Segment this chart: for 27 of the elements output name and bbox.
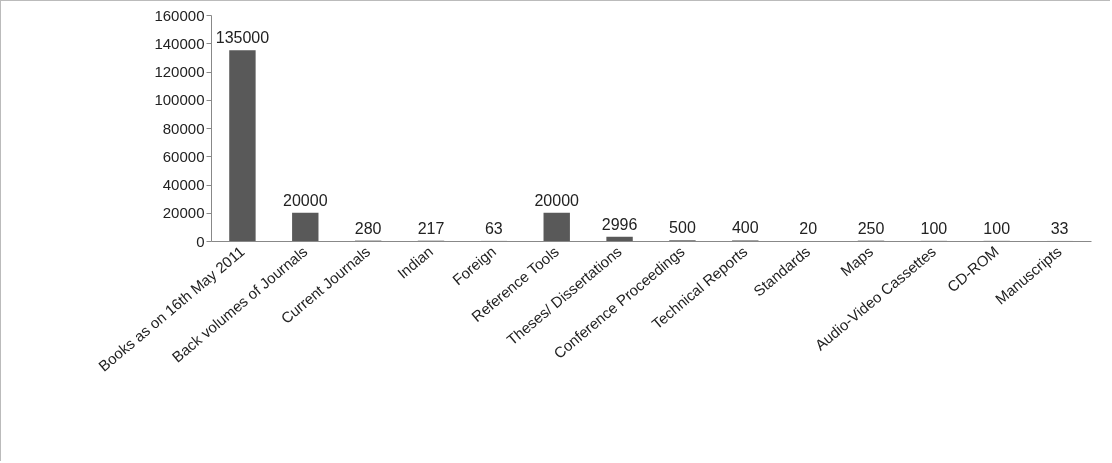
data-label: 217 (417, 219, 445, 237)
bar (229, 50, 256, 241)
bar (292, 212, 319, 241)
y-tick-label: 120000 (154, 63, 205, 80)
data-label: 500 (669, 219, 696, 237)
bar (543, 212, 570, 241)
data-label: 33 (1050, 219, 1069, 237)
data-label: 20 (799, 219, 818, 237)
data-label: 63 (484, 219, 503, 237)
data-label: 2996 (601, 215, 638, 233)
data-label: 400 (731, 219, 759, 237)
bar (606, 236, 633, 241)
data-label: 20000 (283, 191, 328, 209)
data-label: 100 (983, 219, 1011, 237)
y-tick-label: 140000 (154, 34, 205, 52)
data-label: 20000 (534, 191, 580, 209)
data-label: 280 (354, 219, 382, 237)
data-label: 250 (857, 219, 885, 237)
y-tick-label: 60000 (162, 147, 205, 165)
y-tick-label: 0 (196, 232, 205, 250)
y-tick-label: 80000 (162, 119, 205, 137)
y-tick-label: 20000 (162, 204, 205, 222)
y-tick-label: 100000 (154, 91, 205, 109)
data-label: 135000 (215, 29, 270, 47)
data-label: 100 (920, 219, 948, 237)
y-tick-label: 40000 (162, 176, 205, 193)
y-tick-label: 160000 (154, 6, 205, 24)
